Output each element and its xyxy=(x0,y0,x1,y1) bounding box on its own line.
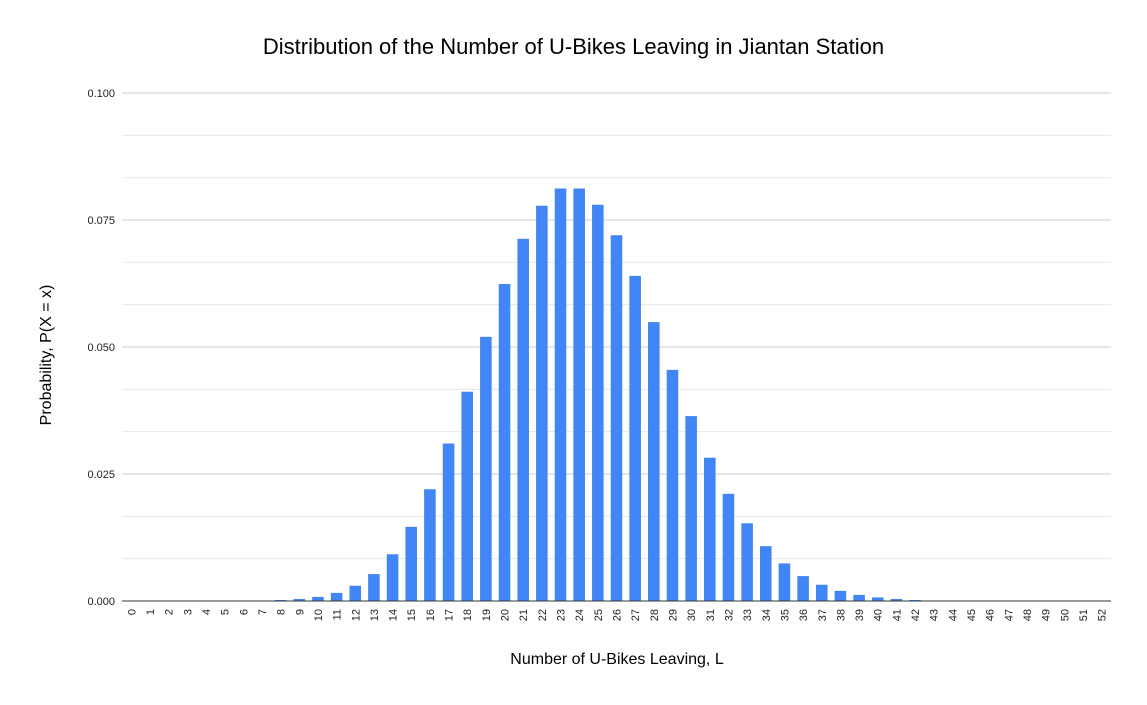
x-tick-label: 27 xyxy=(630,609,642,621)
bar xyxy=(592,204,604,601)
bar xyxy=(666,369,679,601)
x-tick-label: 18 xyxy=(462,609,474,621)
bar xyxy=(797,576,809,601)
bar xyxy=(554,188,567,601)
x-tick-label: 26 xyxy=(612,609,624,621)
x-tick-label: 35 xyxy=(779,609,791,621)
x-tick-label: 14 xyxy=(388,609,400,621)
x-tick-label: 48 xyxy=(1022,609,1034,621)
x-tick-label: 25 xyxy=(593,609,605,621)
x-tick-label: 13 xyxy=(369,609,381,621)
y-tick-label: 0.025 xyxy=(87,469,115,481)
bar xyxy=(442,443,455,601)
x-tick-label: 37 xyxy=(817,609,829,621)
bar xyxy=(293,598,306,601)
x-tick-label: 52 xyxy=(1097,609,1109,621)
bar xyxy=(461,391,474,601)
bar xyxy=(834,590,847,601)
x-tick-label: 21 xyxy=(518,609,530,621)
x-tick-label: 32 xyxy=(723,609,735,621)
x-tick-label: 4 xyxy=(201,609,213,615)
bar xyxy=(759,546,772,601)
x-tick-label: 23 xyxy=(556,609,568,621)
x-tick-label: 8 xyxy=(276,609,288,615)
x-tick-label: 47 xyxy=(1003,609,1015,621)
x-tick-label: 34 xyxy=(761,609,773,621)
x-axis-label: Number of U-Bikes Leaving, L xyxy=(510,651,724,668)
x-tick-label: 36 xyxy=(798,609,810,621)
bar xyxy=(386,554,399,601)
bar xyxy=(853,594,865,601)
x-tick-label: 38 xyxy=(835,609,847,621)
bar xyxy=(312,596,324,601)
x-tick-label: 31 xyxy=(705,609,717,621)
x-tick-label: 40 xyxy=(873,609,885,621)
bar xyxy=(498,284,511,601)
x-tick-label: 6 xyxy=(238,609,250,615)
x-tick-label: 22 xyxy=(537,609,549,621)
bar xyxy=(704,457,716,601)
x-tick-label: 12 xyxy=(350,609,362,621)
bar xyxy=(871,597,884,601)
bar xyxy=(480,336,492,601)
x-tick-label: 46 xyxy=(985,609,997,621)
y-tick-label: 0.075 xyxy=(87,215,115,227)
bar xyxy=(629,275,641,601)
x-tick-label: 17 xyxy=(444,609,456,621)
chart-title: Distribution of the Number of U-Bikes Le… xyxy=(262,34,885,59)
x-tick-label: 20 xyxy=(500,609,512,621)
bar xyxy=(517,238,529,601)
x-tick-label: 41 xyxy=(891,609,903,621)
x-tick-label: 50 xyxy=(1059,609,1071,621)
x-tick-label: 15 xyxy=(406,609,418,621)
bar xyxy=(685,416,697,601)
bar xyxy=(722,493,735,601)
bar xyxy=(778,563,791,601)
x-tick-label: 49 xyxy=(1041,609,1053,621)
x-tick-label: 29 xyxy=(667,609,679,621)
y-tick-label: 0.000 xyxy=(87,596,115,608)
bar xyxy=(405,526,418,601)
x-tick-label: 45 xyxy=(966,609,978,621)
x-tick-label: 42 xyxy=(910,609,922,621)
x-tick-label: 16 xyxy=(425,609,437,621)
x-tick-label: 3 xyxy=(182,609,194,615)
x-tick-label: 39 xyxy=(854,609,866,621)
x-tick-label: 10 xyxy=(313,609,325,621)
bar xyxy=(648,322,660,601)
x-tick-label: 5 xyxy=(220,609,232,615)
x-tick-label: 33 xyxy=(742,609,754,621)
bar xyxy=(536,205,548,601)
bar xyxy=(890,598,903,601)
bar xyxy=(349,585,362,601)
x-tick-label: 9 xyxy=(294,609,306,615)
x-tick-label: 44 xyxy=(947,609,959,621)
bar xyxy=(274,599,287,601)
y-tick-label: 0.050 xyxy=(87,342,115,354)
x-tick-label: 19 xyxy=(481,609,493,621)
bar xyxy=(573,188,585,601)
x-tick-label: 28 xyxy=(649,609,661,621)
x-tick-label: 0 xyxy=(126,609,138,615)
x-tick-label: 24 xyxy=(574,609,586,621)
x-tick-label: 2 xyxy=(164,609,176,615)
x-tick-label: 30 xyxy=(686,609,698,621)
bar xyxy=(610,235,623,602)
x-tick-label: 1 xyxy=(145,609,157,615)
y-tick-label: 0.100 xyxy=(87,88,115,100)
x-tick-label: 43 xyxy=(929,609,941,621)
bar xyxy=(368,574,380,601)
x-tick-label: 11 xyxy=(332,609,344,620)
bar xyxy=(815,584,828,601)
bar xyxy=(330,592,343,601)
bar xyxy=(741,523,753,601)
bar xyxy=(424,489,436,601)
bar xyxy=(909,599,921,601)
x-tick-label: 7 xyxy=(257,609,269,615)
x-tick-label: 51 xyxy=(1078,609,1090,621)
